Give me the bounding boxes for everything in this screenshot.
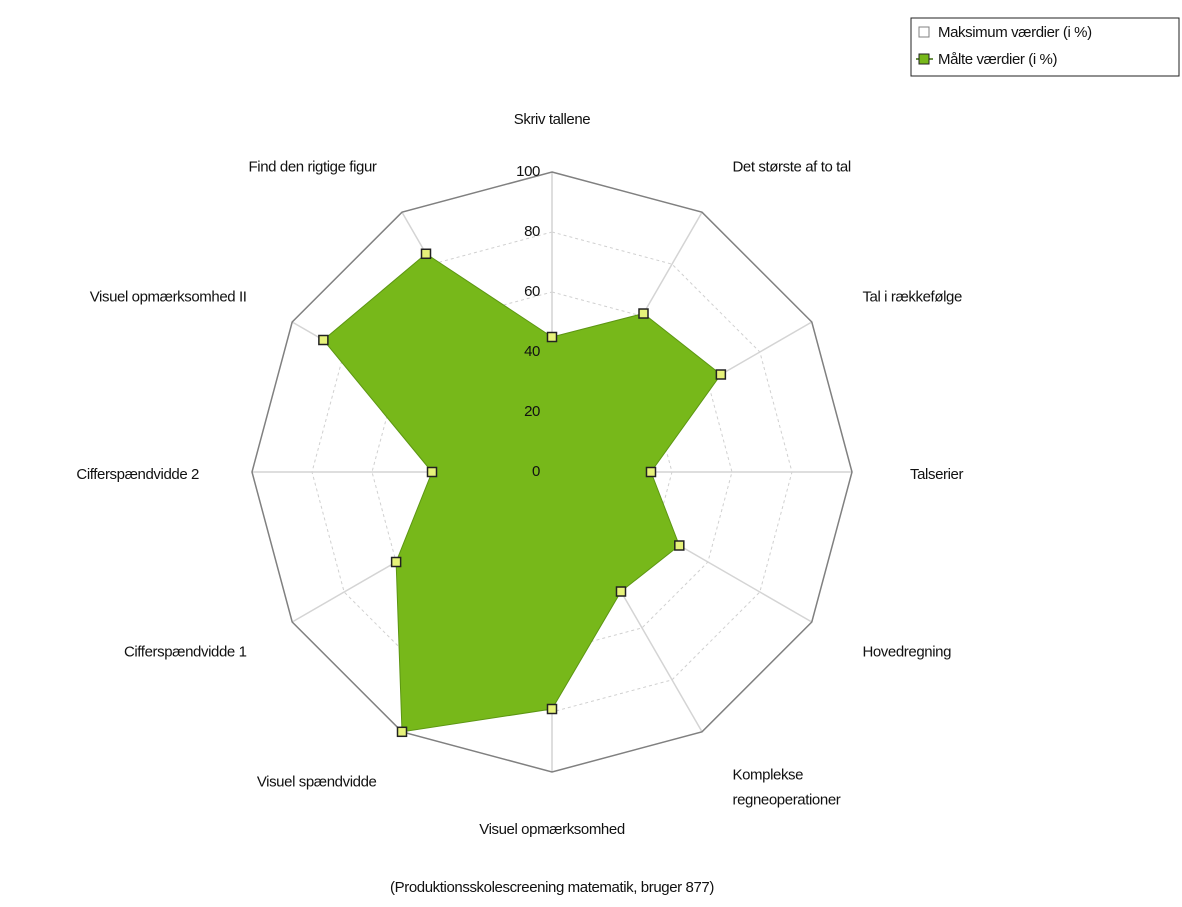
legend-label: Maksimum værdier (i %)	[938, 24, 1092, 41]
category-label: Tal i rækkefølge	[862, 288, 962, 305]
marker	[546, 331, 558, 343]
category-label: Visuel opmærksomhed	[479, 821, 625, 838]
r-tick-label: 20	[524, 403, 540, 420]
label-line: Komplekse	[733, 766, 804, 783]
category-label: Komplekse regneoperationer	[733, 766, 841, 808]
marker	[426, 466, 438, 478]
r-tick-label: 80	[524, 223, 540, 240]
category-label: Find den rigtige figur	[249, 159, 377, 176]
marker	[715, 369, 727, 380]
r-tick-label: 60	[524, 283, 540, 300]
category-label: Cifferspændvidde 2	[76, 466, 199, 483]
legend-swatch	[918, 26, 930, 38]
category-label: Visuel opmærksomhed II	[90, 288, 247, 305]
marker	[546, 703, 558, 715]
marker	[318, 334, 329, 346]
max-outline	[251, 171, 853, 773]
legend-box	[910, 17, 1180, 77]
legend-swatch	[918, 53, 930, 65]
r-tick-label: 40	[524, 343, 540, 360]
category-label: Skriv tallene	[514, 111, 591, 128]
legend-label: Målte værdier (i %)	[938, 51, 1057, 68]
r-tick-label: 0	[532, 463, 540, 480]
marker	[615, 586, 627, 597]
marker	[645, 466, 657, 478]
category-label: Det største af to tal	[733, 159, 851, 176]
category-label: Cifferspændvidde 1	[124, 643, 247, 660]
marker	[420, 248, 432, 260]
caption: (Produktionsskolescreening matematik, br…	[390, 879, 714, 896]
category-label: Talserier	[910, 466, 963, 483]
marker	[390, 556, 402, 568]
marker	[638, 308, 649, 319]
marker	[396, 726, 408, 738]
label-line: regneoperationer	[733, 791, 841, 808]
marker	[674, 540, 685, 551]
r-tick-label: 100	[516, 163, 540, 180]
category-label: Visuel spændvidde	[257, 773, 377, 790]
category-label: Hovedregning	[862, 643, 951, 660]
